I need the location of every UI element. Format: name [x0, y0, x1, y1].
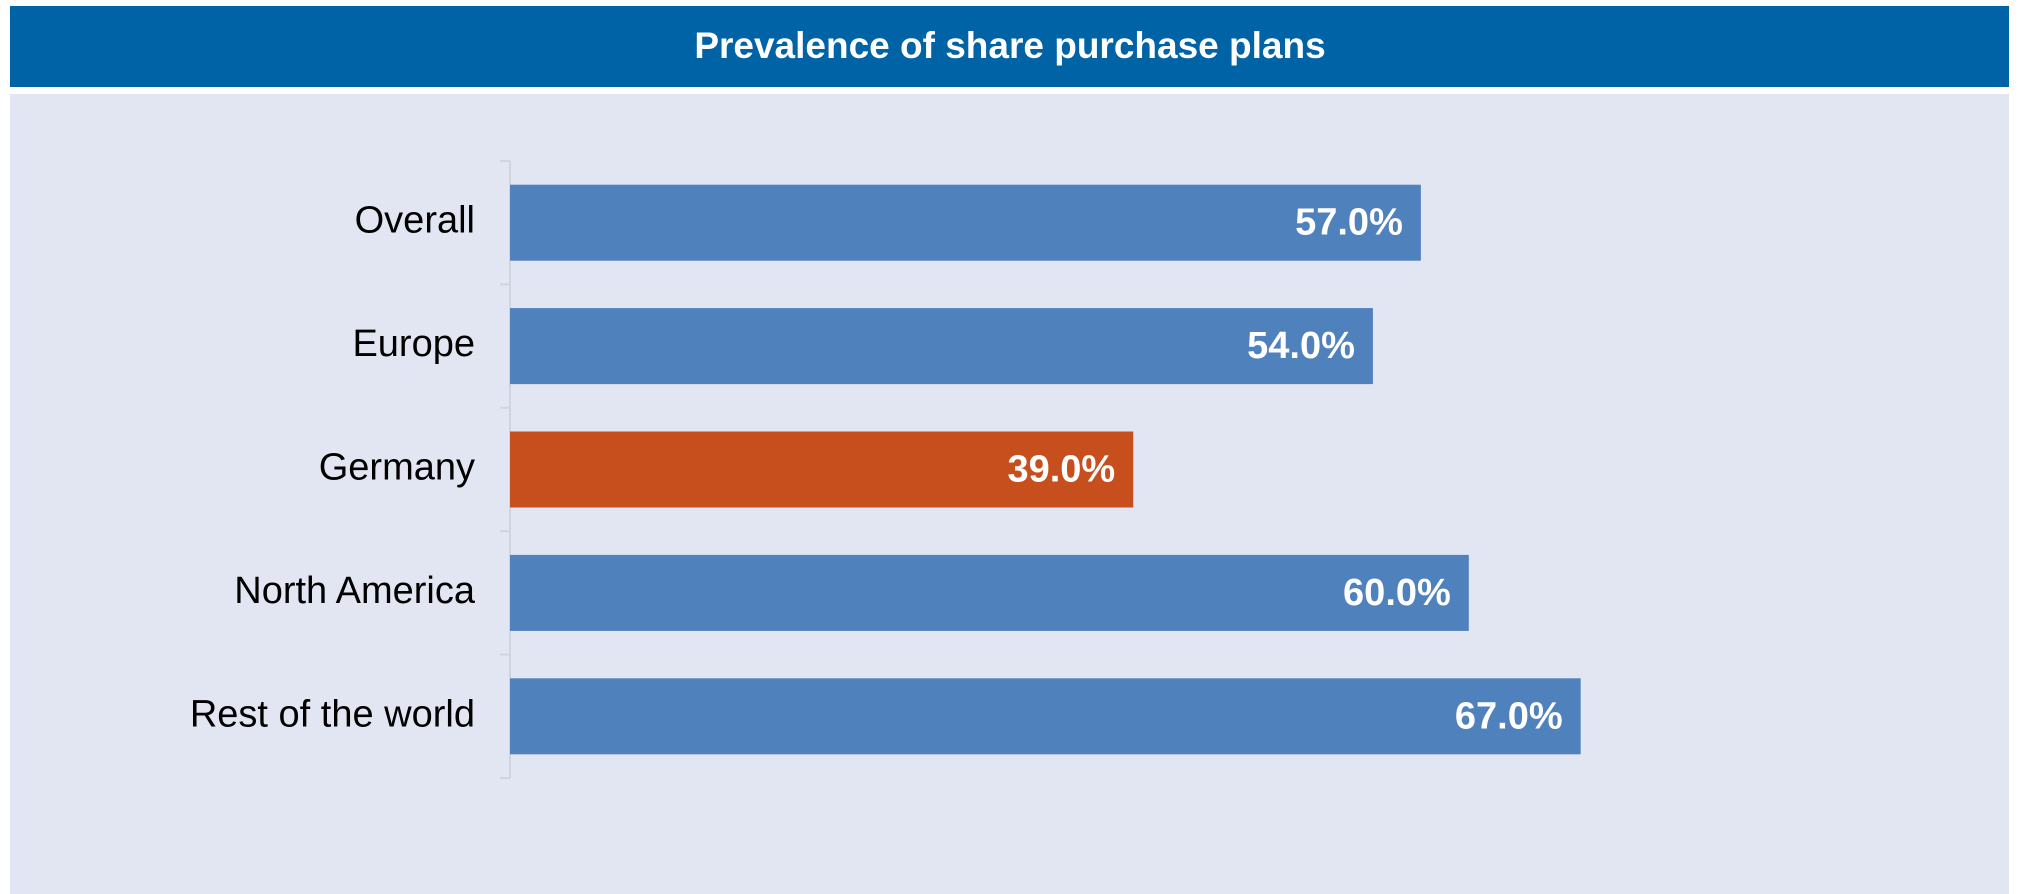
bar: [510, 184, 1421, 261]
category-label: Overall: [355, 200, 475, 242]
bar: [510, 308, 1373, 385]
value-label: 57.0%: [1295, 202, 1403, 244]
category-label: North America: [234, 570, 476, 612]
category-label: Rest of the world: [190, 693, 475, 735]
bar: [510, 678, 1581, 755]
value-label: 54.0%: [1247, 325, 1355, 367]
title-bar: [10, 6, 2009, 87]
chart-title: Prevalence of share purchase plans: [694, 25, 1325, 66]
bar: [510, 554, 1469, 631]
category-label: Germany: [319, 447, 475, 489]
value-label: 60.0%: [1343, 572, 1451, 614]
category-label: Europe: [352, 323, 475, 365]
bar: [510, 431, 1134, 508]
value-label: 39.0%: [1007, 449, 1115, 491]
value-label: 67.0%: [1455, 695, 1563, 737]
